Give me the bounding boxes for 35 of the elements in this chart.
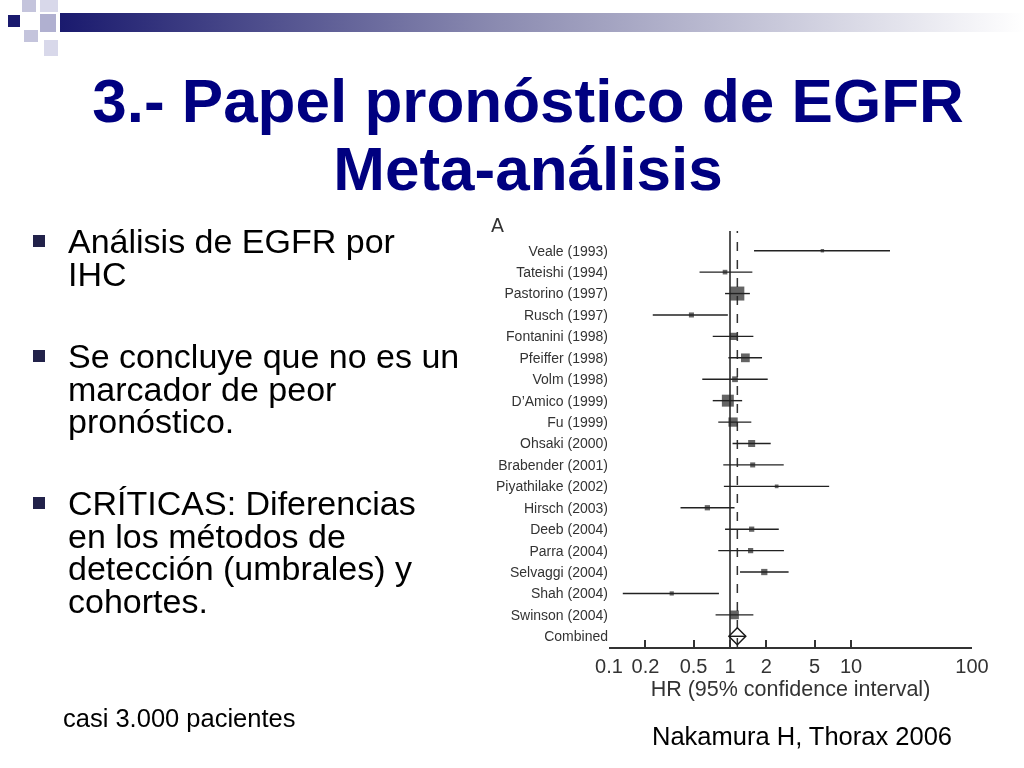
text: Se concluye que no es un marcador de peor pronóstico.: [68, 337, 460, 440]
text: Nakamura H, Thorax 2006: [652, 722, 953, 751]
x-tick-label: 5: [809, 654, 821, 677]
y-tick-label: Veale (1993): [528, 242, 608, 259]
y-tick-label: Selvaggi (2004): [509, 563, 608, 580]
y-tick-label: Combined: [544, 628, 608, 645]
x-tick-label: 10: [839, 654, 863, 677]
y-tick-label: Tateishi (1994): [516, 264, 608, 281]
y-tick-label: Ohsaki (2000): [520, 435, 608, 452]
y-tick-label: Volm (1998): [532, 371, 608, 388]
x-tick-label: 2: [760, 654, 772, 677]
y-tick-label: Fu (1999): [547, 413, 608, 430]
x-tick-label: 0.1: [595, 654, 623, 677]
text: Análisis de EGFR por IHC: [68, 222, 395, 293]
text: A: [491, 214, 504, 236]
x-axis-title: HR (95% confidence interval): [650, 676, 931, 701]
y-tick-label: Hirsch (2003): [523, 499, 608, 516]
y-tick-label: Deeb (2004): [530, 521, 608, 538]
x-tick-label: 0.5: [679, 654, 708, 677]
y-tick-label: D’Amico (1999): [511, 392, 608, 409]
text: casi 3.000 pacientes: [63, 704, 296, 733]
y-tick-label: Piyathilake (2002): [495, 478, 608, 495]
y-tick-label: Shah (2004): [530, 585, 608, 602]
y-tick-label: Fontanini (1998): [506, 328, 608, 345]
x-tick-label: 0.2: [631, 654, 660, 677]
y-tick-label: Parra (2004): [529, 542, 608, 559]
y-tick-label: Pfeiffer (1998): [519, 349, 608, 366]
x-tick-label: 100: [955, 654, 989, 677]
y-tick-label: Rusch (1997): [523, 306, 608, 323]
text: CRÍTICAS: Diferencias en los métodos de detección (umbrales) y cohortes.: [68, 484, 416, 620]
y-tick-label: Pastorino (1997): [504, 285, 608, 302]
y-tick-label: Brabender (2001): [498, 456, 608, 473]
chart-title: 3.- Papel pronóstico de EGFR Meta-análisis: [91, 66, 965, 203]
x-tick-label: 1: [724, 654, 736, 677]
y-tick-label: Swinson (2004): [510, 606, 608, 623]
